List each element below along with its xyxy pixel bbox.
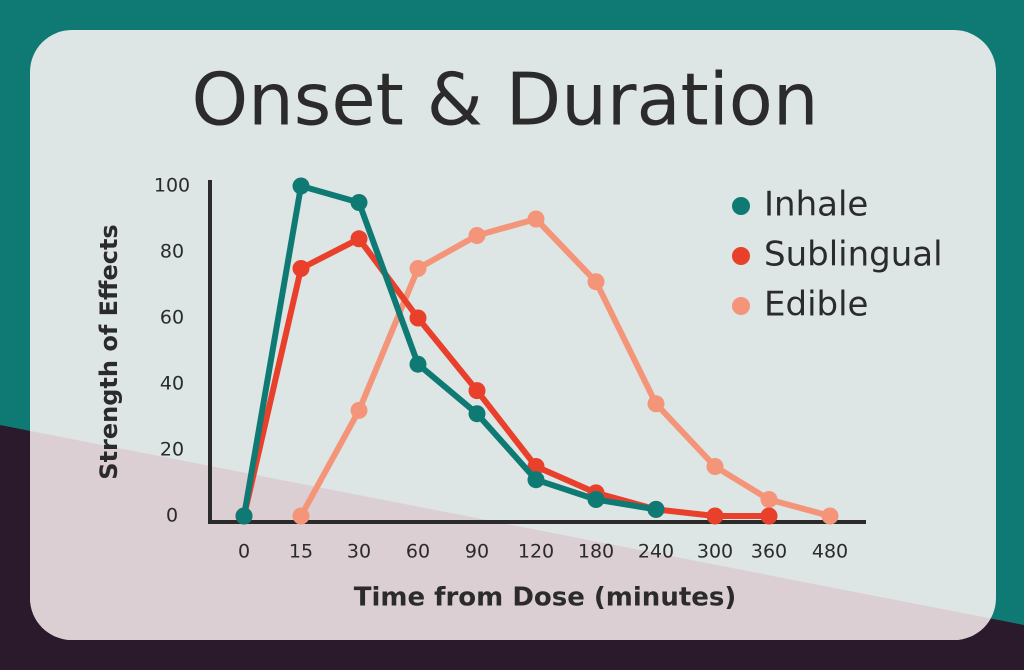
legend-marker [732,247,750,265]
x-tick-label: 15 [289,541,313,563]
card-shade [30,425,996,640]
y-tick-label: 80 [160,241,184,263]
data-point [292,507,310,525]
data-point [821,507,839,525]
series-line [241,183,657,517]
x-tick-label: 0 [238,541,250,563]
data-point [350,194,368,211]
legend-label: Sublingual [764,235,943,275]
x-tick-label: 180 [578,541,614,563]
data-point [292,260,310,277]
data-point [468,382,486,400]
data-point [468,405,486,423]
series-line [298,216,831,519]
legend-label: Inhale [764,185,868,225]
x-tick-label: 360 [751,541,787,563]
y-axis-label: Strength of Effects [95,224,123,479]
x-tick-label: 90 [465,541,489,563]
legend-marker [732,297,750,315]
data-point [647,500,665,518]
data-point [760,491,778,508]
data-point [587,491,605,508]
data-point [409,355,427,373]
x-tick-label: 60 [406,541,430,563]
legend-label: Edible [764,285,868,325]
data-point [760,507,778,525]
data-point [587,273,605,291]
x-tick-label: 120 [518,541,554,563]
y-tick-label: 20 [160,439,184,461]
data-point [706,458,724,475]
y-tick-label: 100 [154,175,190,197]
data-point [292,177,310,195]
legend-marker [732,197,750,215]
data-point [350,230,368,248]
series-line [241,235,769,519]
data-point [647,395,665,413]
x-tick-label: 30 [347,541,371,563]
data-point [409,309,427,327]
y-tick-label: 60 [160,307,184,329]
x-tick-label: 300 [697,541,733,563]
data-point [527,471,545,489]
y-tick-label: 0 [166,505,178,527]
data-point [468,227,486,244]
x-axis-label: Time from Dose (minutes) [354,583,737,613]
data-point [527,210,545,228]
data-point [706,507,724,525]
data-point [409,260,427,277]
data-point [235,507,253,525]
x-tick-label: 480 [812,541,848,563]
data-point [350,401,368,419]
chart-title: Onset & Duration [192,58,819,142]
x-tick-label: 240 [638,541,674,563]
y-tick-label: 40 [160,373,184,395]
